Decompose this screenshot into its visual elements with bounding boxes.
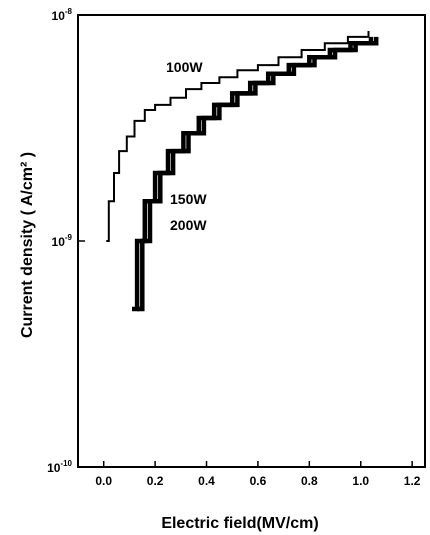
x-tick-label-5: 1.0 (352, 474, 369, 488)
y-tick-label-1: 10-9 (52, 233, 73, 249)
x-tick-label-0: 0.0 (95, 474, 112, 488)
y-axis-label: Current density ( A/cm² ) (19, 152, 36, 338)
series-layer (106, 31, 379, 312)
x-tick-label-1: 0.2 (147, 474, 164, 488)
x-tick-label-4: 0.8 (301, 474, 318, 488)
tick-layer: 0.0 0.2 0.4 0.6 0.8 1.0 1.2 10-8 10-9 10-10 (47, 7, 421, 488)
x-axis-label: Electric field(MV/cm) (161, 515, 318, 532)
series-label-150w: 150W (170, 191, 207, 207)
series-200w-line (137, 36, 379, 312)
y-tick-label-2: 10-10 (47, 459, 72, 475)
series-label-100w: 100W (166, 59, 203, 75)
x-tick-label-2: 0.4 (198, 474, 215, 488)
series-label-200w: 200W (170, 217, 207, 233)
x-tick-label-3: 0.6 (250, 474, 267, 488)
series-100w-line (106, 31, 370, 242)
y-tick-label-0: 10-8 (52, 7, 73, 23)
x-tick-label-6: 1.2 (404, 474, 421, 488)
